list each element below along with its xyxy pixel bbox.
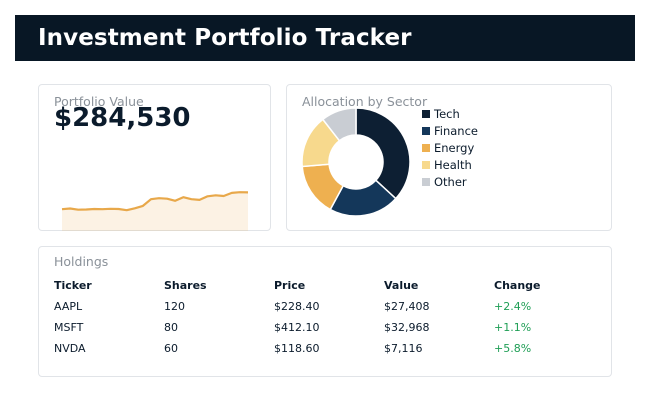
ticker-cell: AAPL (54, 300, 83, 313)
column-header-ticker: Ticker (54, 278, 92, 292)
price-cell: $118.60 (274, 342, 320, 355)
legend-label-energy: Energy (434, 140, 475, 155)
legend-item-finance: Finance (422, 122, 478, 139)
table-header-row: Ticker Shares Price Value Change (54, 274, 604, 296)
price-cell: $228.40 (274, 300, 320, 313)
legend-label-health: Health (434, 157, 472, 172)
ticker-cell: MSFT (54, 321, 84, 334)
shares-cell: 60 (164, 342, 178, 355)
column-header-price: Price (274, 278, 306, 292)
legend-item-energy: Energy (422, 139, 478, 156)
shares-cell: 80 (164, 321, 178, 334)
legend-item-health: Health (422, 156, 478, 173)
change-cell: +2.4% (494, 300, 532, 313)
page-title: Investment Portfolio Tracker (38, 25, 412, 51)
legend-swatch-health (422, 160, 430, 169)
legend-label-other: Other (434, 174, 467, 189)
sparkline-area (62, 192, 248, 231)
legend-swatch-finance (422, 126, 430, 135)
table-row[interactable]: NVDA 60 $118.60 $7,116 +5.8% (54, 338, 604, 359)
change-cell: +5.8% (494, 342, 532, 355)
allocation-card: Allocation by Sector Tech Finance Energy… (286, 84, 612, 231)
portfolio-value: $284,530 (54, 103, 191, 133)
legend-swatch-tech (422, 109, 430, 118)
sparkline-line (61, 191, 249, 212)
table-row[interactable]: MSFT 80 $412.10 $32,968 +1.1% (54, 317, 604, 338)
shares-cell: 120 (164, 300, 185, 313)
legend-label-tech: Tech (434, 106, 460, 121)
legend-label-finance: Finance (434, 123, 478, 138)
legend-swatch-energy (422, 143, 430, 152)
column-header-value: Value (384, 278, 419, 292)
holdings-table: Ticker Shares Price Value Change AAPL 12… (54, 274, 604, 359)
donut-slice-tech (355, 107, 411, 200)
table-row[interactable]: AAPL 120 $228.40 $27,408 +2.4% (54, 296, 604, 317)
change-cell: +1.1% (494, 321, 532, 334)
portfolio-value-card: Portfolio Value $284,530 (38, 84, 271, 231)
allocation-donut-chart (301, 107, 411, 217)
legend-item-tech: Tech (422, 105, 478, 122)
portfolio-trend-sparkline (61, 191, 249, 231)
value-cell: $32,968 (384, 321, 430, 334)
portfolio-value-label: Portfolio Value (54, 94, 144, 109)
ticker-cell: NVDA (54, 342, 86, 355)
column-header-shares: Shares (164, 278, 207, 292)
donut-slice-other (321, 107, 357, 142)
holdings-card: Holdings Ticker Shares Price Value Chang… (38, 246, 612, 377)
legend-item-other: Other (422, 173, 478, 190)
holdings-label: Holdings (54, 254, 109, 269)
price-cell: $412.10 (274, 321, 320, 334)
legend-swatch-other (422, 177, 430, 186)
value-cell: $7,116 (384, 342, 423, 355)
value-cell: $27,408 (384, 300, 430, 313)
allocation-label: Allocation by Sector (302, 94, 428, 109)
column-header-change: Change (494, 278, 541, 292)
app-header: Investment Portfolio Tracker (15, 15, 635, 61)
allocation-legend: Tech Finance Energy Health Other (422, 105, 478, 190)
